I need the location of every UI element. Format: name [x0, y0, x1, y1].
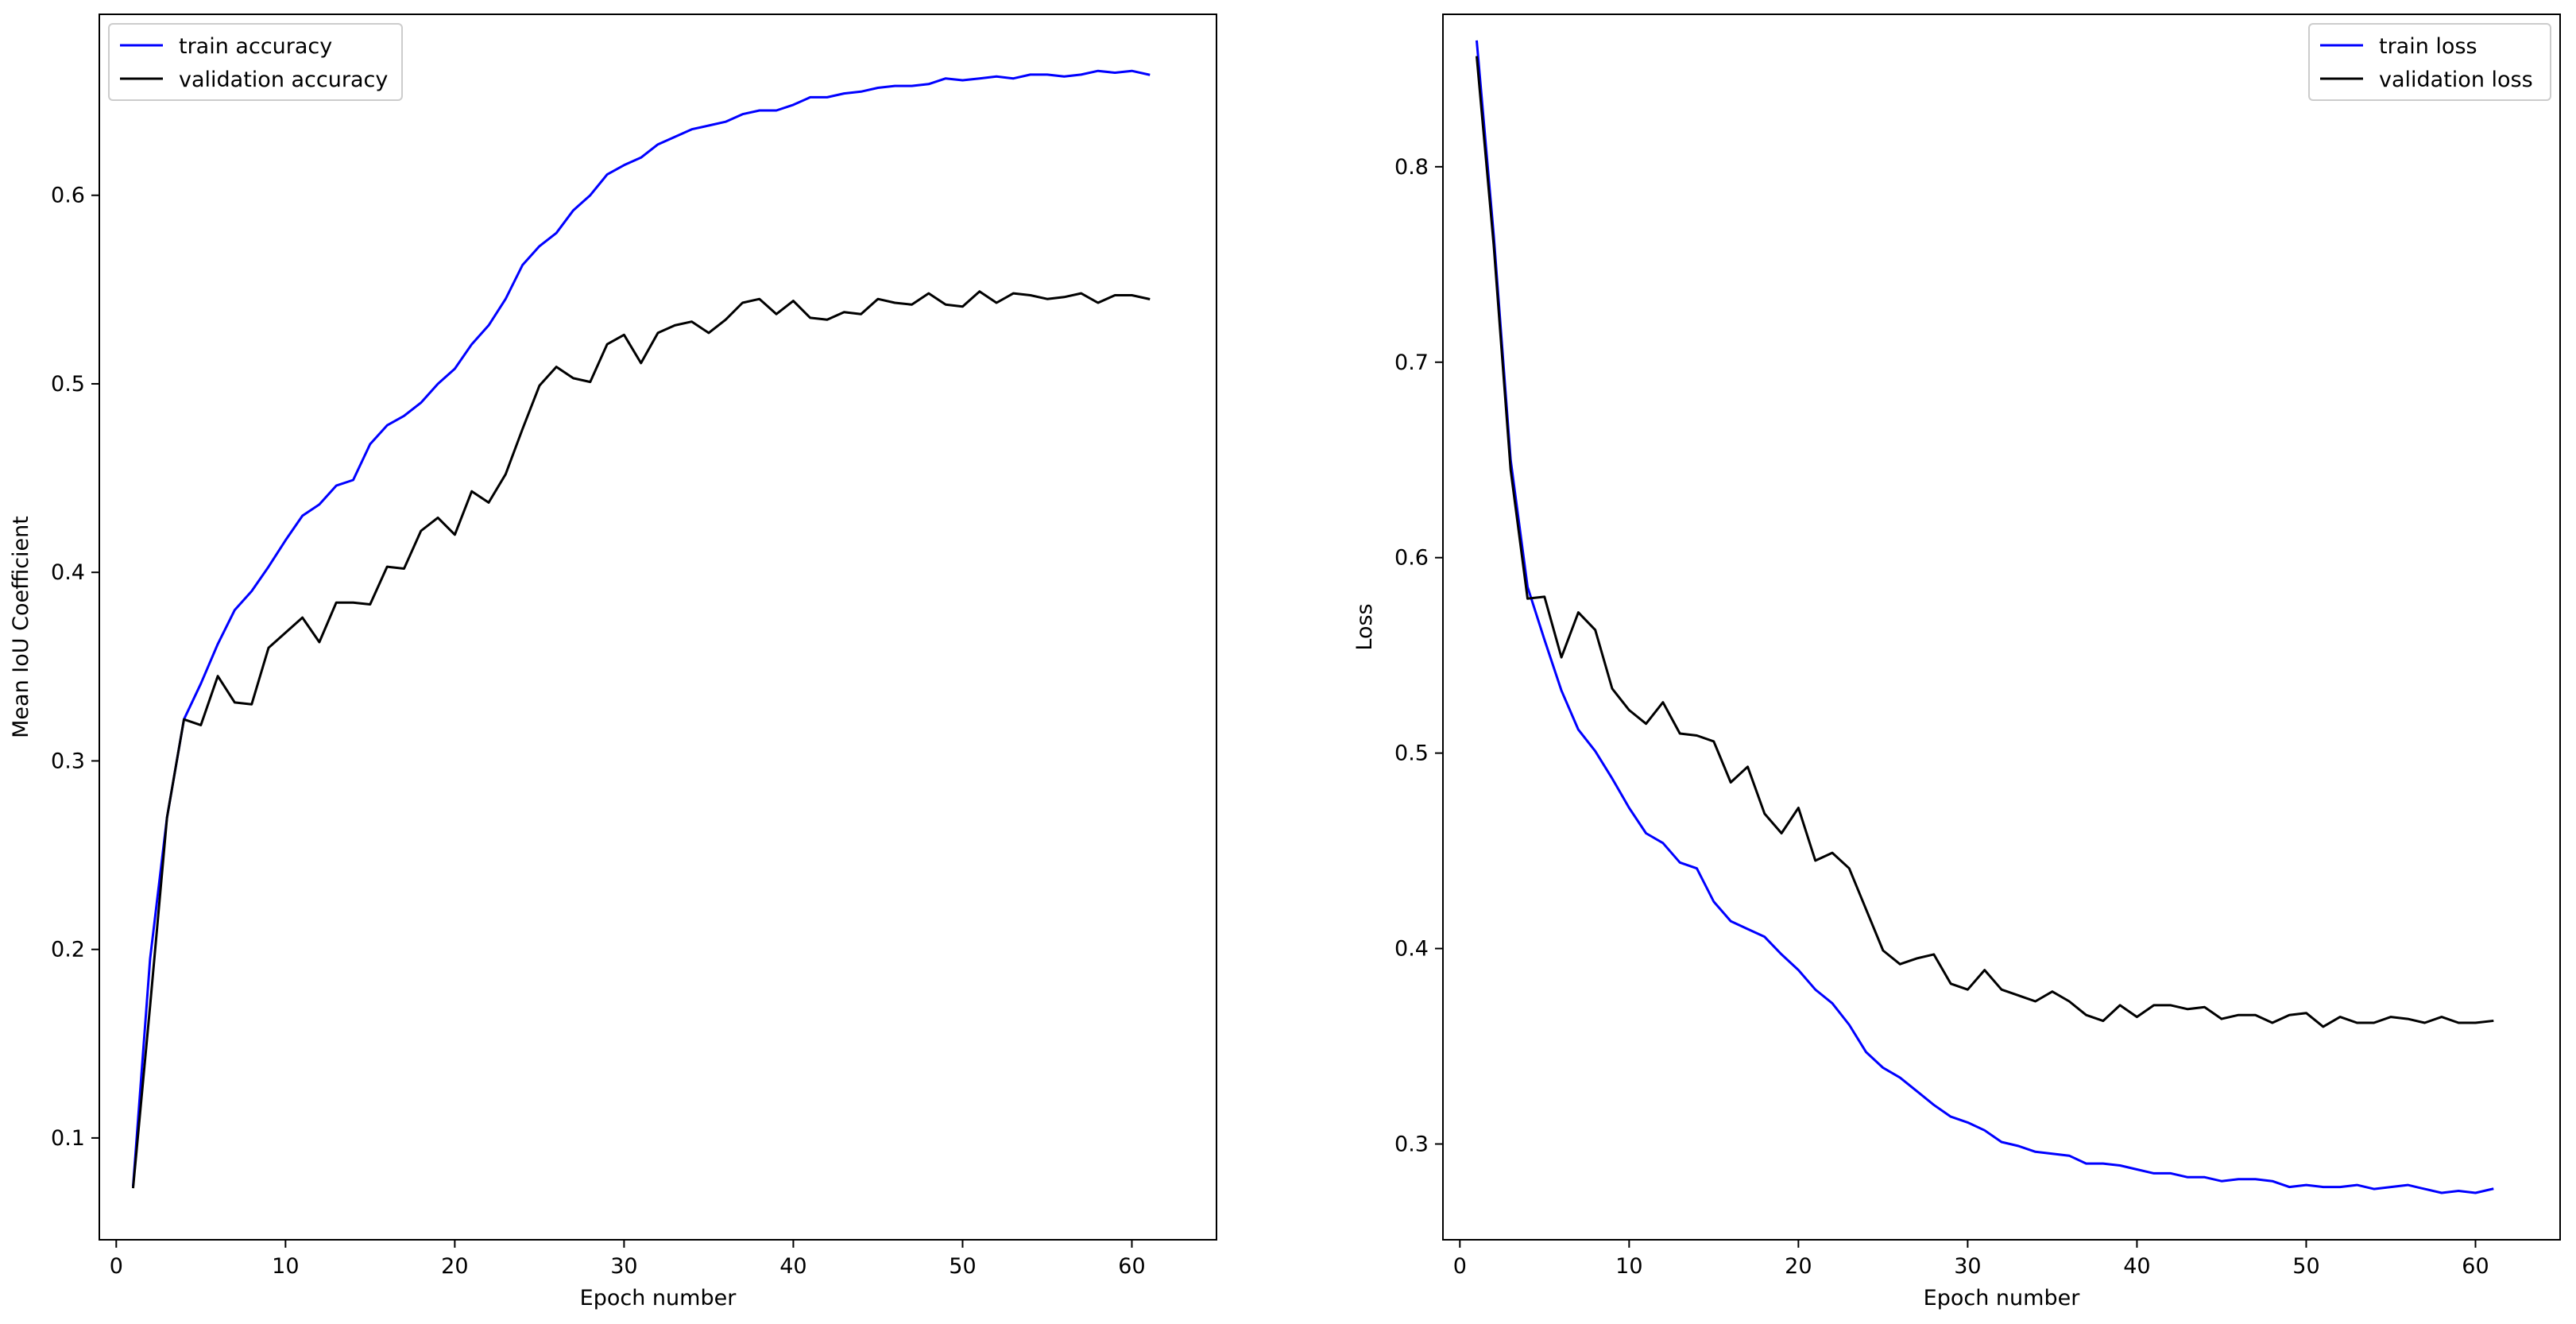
left-legend-label-train-accuracy: train accuracy	[179, 34, 332, 59]
left-y-tick-label: 0.2	[51, 938, 85, 962]
right-y-tick-label: 0.4	[1394, 937, 1429, 962]
right-validation-loss-line	[1475, 56, 2494, 1028]
left-legend: train accuracy validation accuracy	[108, 23, 403, 101]
left-x-tick-label: 60	[1118, 1254, 1145, 1279]
right-y-tick-label: 0.7	[1394, 350, 1429, 375]
right-y-tick-label: 0.3	[1394, 1132, 1429, 1156]
left-axes-frame	[99, 14, 1217, 1241]
left-legend-label-validation-accuracy: validation accuracy	[179, 68, 388, 92]
left-x-tick-label: 20	[441, 1254, 468, 1279]
left-validation-accuracy-line	[131, 290, 1151, 1189]
left-y-axis-label: Mean IoU Coefficient	[9, 516, 33, 738]
right-legend-label-train-loss: train loss	[2379, 34, 2477, 59]
left-y-tick-label: 0.3	[51, 749, 85, 773]
left-y-tick-label: 0.5	[51, 372, 85, 397]
right-x-tick-label: 30	[1954, 1254, 1981, 1279]
right-y-tick-label: 0.8	[1394, 155, 1429, 180]
left-legend-box	[108, 23, 403, 101]
left-x-axis-label: Epoch number	[580, 1286, 737, 1310]
left-x-tick-label: 10	[272, 1254, 299, 1279]
left-x-tick-label: 0	[110, 1254, 123, 1279]
left-x-tick-label: 30	[610, 1254, 637, 1279]
right-x-tick-label: 60	[2462, 1254, 2489, 1279]
right-y-axis-label: Loss	[1352, 603, 1377, 650]
left-x-tick-label: 50	[949, 1254, 976, 1279]
right-train-loss-line	[1475, 40, 2494, 1194]
left-y-tick-label: 0.1	[51, 1126, 85, 1151]
left-train-accuracy-line	[131, 69, 1151, 1187]
right-x-tick-label: 10	[1615, 1254, 1642, 1279]
right-y-tick-label: 0.5	[1394, 741, 1429, 766]
right-legend: train loss validation loss	[2308, 23, 2551, 101]
right-legend-box	[2308, 23, 2551, 101]
left-y-tick-label: 0.4	[51, 560, 85, 585]
right-x-axis-label: Epoch number	[1924, 1286, 2081, 1310]
right-axes-frame	[1442, 14, 2561, 1241]
left-x-tick-label: 40	[779, 1254, 806, 1279]
left-y-tick-label: 0.6	[51, 184, 85, 208]
right-y-tick-label: 0.6	[1394, 546, 1429, 571]
right-x-tick-label: 50	[2292, 1254, 2319, 1279]
right-x-tick-label: 20	[1785, 1254, 1812, 1279]
left-chart: 0 10 20 30 40 50 60 0.1 0.2 0.3 0.4 0.5 0.6 Epoch num…	[9, 14, 1217, 1310]
right-x-tick-label: 0	[1453, 1254, 1467, 1279]
right-legend-label-validation-loss: validation loss	[2379, 68, 2533, 92]
right-x-tick-label: 40	[2123, 1254, 2150, 1279]
right-chart: 0 10 20 30 40 50 60 0.3 0.4 0.5 0.6 0.7 0.8 Epoch num…	[1352, 14, 2561, 1310]
